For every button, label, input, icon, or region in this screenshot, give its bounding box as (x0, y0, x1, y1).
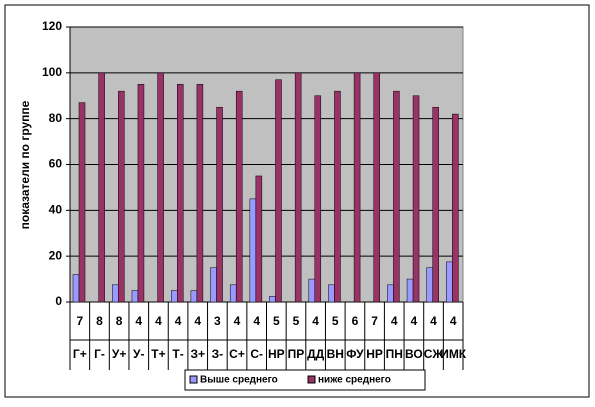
bar (137, 84, 145, 303)
bar (78, 102, 86, 303)
category-number: 5 (293, 314, 300, 328)
x-tick-label: СЖ (424, 347, 444, 361)
bar (412, 95, 420, 303)
legend-label: ниже среднего (318, 375, 391, 386)
bar (131, 290, 139, 303)
category-number: 6 (352, 314, 359, 328)
bar (190, 290, 198, 303)
category-number: 7 (76, 314, 83, 328)
bar (229, 284, 237, 303)
category-number: 8 (116, 314, 123, 328)
category-number: 4 (234, 314, 241, 328)
legend-swatch (189, 375, 198, 384)
x-tick-label: Т+ (151, 347, 165, 361)
bar (314, 95, 322, 303)
category-number: 5 (332, 314, 339, 328)
bar (334, 90, 341, 303)
bar (353, 72, 361, 303)
x-tick-label: Т- (172, 347, 183, 361)
bar (269, 296, 276, 303)
bar (72, 274, 80, 303)
y-tick-label: 0 (55, 294, 62, 308)
bar (157, 72, 164, 303)
y-tick-label: 60 (49, 157, 63, 171)
bar (210, 267, 217, 303)
bar (373, 72, 380, 303)
x-tick-label: ВН (327, 347, 344, 361)
bar (249, 198, 257, 303)
x-tick-label: С- (250, 347, 263, 361)
y-tick-label: 80 (49, 111, 63, 125)
category-number: 7 (371, 314, 378, 328)
y-tick-label: 20 (49, 248, 63, 262)
bar (294, 72, 302, 303)
category-number: 4 (175, 314, 182, 328)
x-tick-label: ПН (386, 347, 403, 361)
bar (452, 113, 459, 303)
category-number: 4 (430, 314, 437, 328)
category-number: 4 (411, 314, 418, 328)
legend-swatch (307, 375, 316, 384)
x-tick-label: ИМК (440, 347, 467, 361)
bar (406, 278, 414, 303)
legend-box (184, 369, 426, 391)
category-number: 4 (450, 314, 457, 328)
x-tick-label: У+ (112, 347, 126, 361)
x-tick-label: ВО (405, 347, 423, 361)
category-number: 4 (253, 314, 260, 328)
x-tick-label: Г- (94, 347, 105, 361)
category-number: 8 (96, 314, 103, 328)
legend-label: Выше среднего (200, 375, 278, 386)
bar (98, 72, 105, 303)
bar (235, 90, 243, 303)
bar (387, 284, 394, 303)
x-tick-label: ФУ (346, 347, 364, 361)
x-tick-label: НР (366, 347, 383, 361)
bar (426, 267, 433, 303)
bar (255, 175, 263, 303)
x-tick-label: ДД (307, 347, 325, 361)
category-number: 4 (312, 314, 319, 328)
bar (177, 84, 184, 303)
bar (196, 84, 204, 303)
bar (118, 90, 125, 303)
bar (432, 106, 439, 303)
x-tick-label: З- (212, 347, 224, 361)
x-tick-label: ПР (288, 347, 305, 361)
bar (112, 284, 119, 303)
category-number: 3 (214, 314, 221, 328)
x-tick-label: У- (133, 347, 144, 361)
bar (308, 278, 316, 303)
category-number: 4 (155, 314, 162, 328)
bar (446, 261, 453, 303)
category-number: 5 (273, 314, 280, 328)
y-axis-label: показатели по группе (18, 100, 32, 229)
x-tick-label: С+ (229, 347, 245, 361)
bar (216, 106, 223, 303)
bar (328, 284, 335, 303)
y-tick-label: 100 (42, 65, 62, 79)
category-number: 4 (135, 314, 142, 328)
bar (393, 90, 400, 303)
y-tick-label: 40 (49, 203, 63, 217)
category-number: 4 (391, 314, 398, 328)
x-tick-label: З+ (190, 347, 205, 361)
category-number: 4 (194, 314, 201, 328)
x-tick-label: Г+ (73, 347, 87, 361)
bar (171, 290, 178, 303)
bar (275, 79, 282, 303)
x-tick-label: НР (268, 347, 285, 361)
y-tick-label: 120 (42, 19, 62, 33)
